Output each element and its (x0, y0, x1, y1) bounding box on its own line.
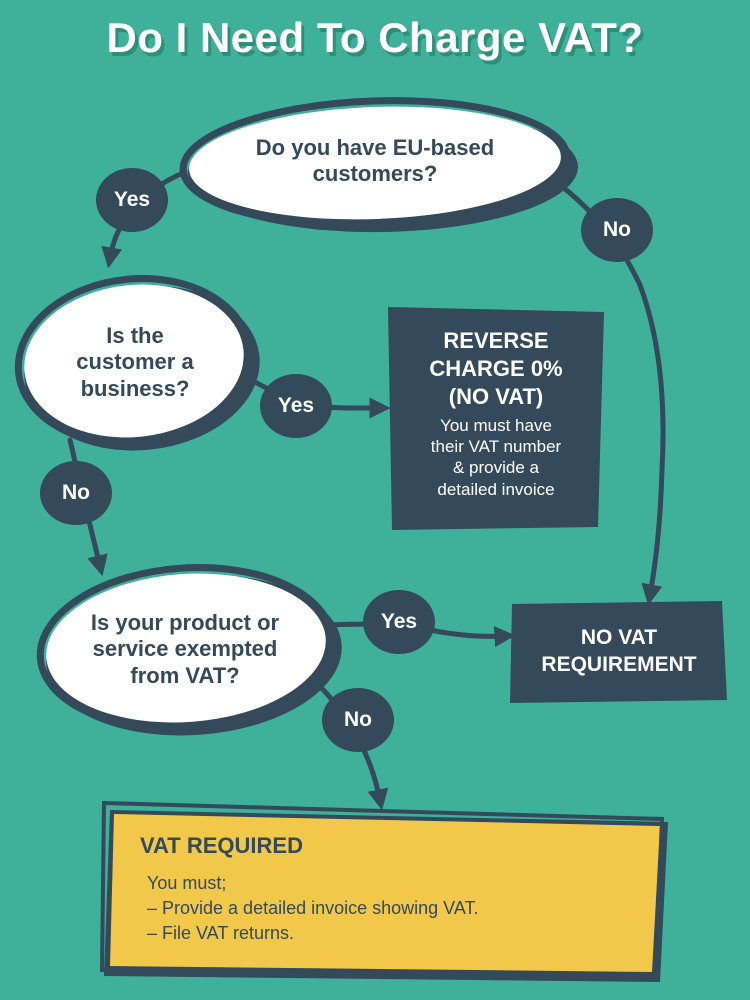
question-business-line1: Is the (106, 323, 164, 348)
edge-label-q1-no: No (581, 198, 653, 262)
reverse-charge-sub-3: & provide a (453, 458, 539, 478)
question-exempted-line1: Is your product or (90, 610, 280, 635)
vat-required-heading: VAT REQUIRED (140, 833, 303, 858)
reverse-charge-sub-4: detailed invoice (437, 479, 555, 499)
question-exempted-line2: service exempted (92, 636, 278, 662)
vat-required-line1: You must; (147, 873, 227, 893)
edge-label-q1-yes: Yes (96, 168, 168, 232)
vat-required-line3: – File VAT returns. (147, 923, 295, 943)
question-business-bubble (14, 275, 260, 451)
reverse-charge-heading-1: REVERSE (443, 328, 549, 353)
question-eu-customers-line2: customers? (312, 161, 438, 187)
question-eu-customers: Do you have EU-based customers? (205, 135, 545, 188)
question-exempted: Is your product or service exempted from… (60, 610, 310, 689)
page-title: Do I Need To Charge VAT? (106, 14, 644, 61)
vat-required-line2: – Provide a detailed invoice showing VAT… (147, 898, 479, 918)
question-eu-customers-line1: Do you have EU-based (255, 135, 495, 160)
reverse-charge-text: REVERSE CHARGE 0% (NO VAT) You must have… (396, 327, 596, 500)
edge-label-q3-yes: Yes (363, 590, 435, 654)
question-eu-customers-bubble (179, 97, 578, 233)
question-business-line2: customer a (76, 349, 194, 375)
reverse-charge-heading-2: CHARGE 0% (429, 355, 563, 381)
edge-label-q3-no: No (322, 688, 394, 752)
question-business: Is the customer a business? (40, 323, 230, 402)
edge-label-q2-no: No (40, 461, 112, 525)
reverse-charge-heading-3: (NO VAT) (448, 383, 544, 409)
no-vat-box (510, 601, 727, 703)
reverse-charge-box (388, 307, 604, 530)
no-vat-line2: REQUIREMENT (541, 653, 697, 677)
vat-required-box (99, 800, 668, 982)
question-exempted-bubble (36, 564, 342, 736)
no-vat-text: NO VAT REQUIREMENT (515, 624, 723, 679)
question-exempted-line3: from VAT? (130, 662, 240, 688)
reverse-charge-sub-2: their VAT number (430, 437, 562, 457)
edge-label-q2-yes: Yes (260, 374, 332, 438)
question-business-line3: business? (80, 375, 190, 401)
reverse-charge-sub-1: You must have (440, 415, 552, 435)
no-vat-line1: NO VAT (580, 626, 658, 649)
